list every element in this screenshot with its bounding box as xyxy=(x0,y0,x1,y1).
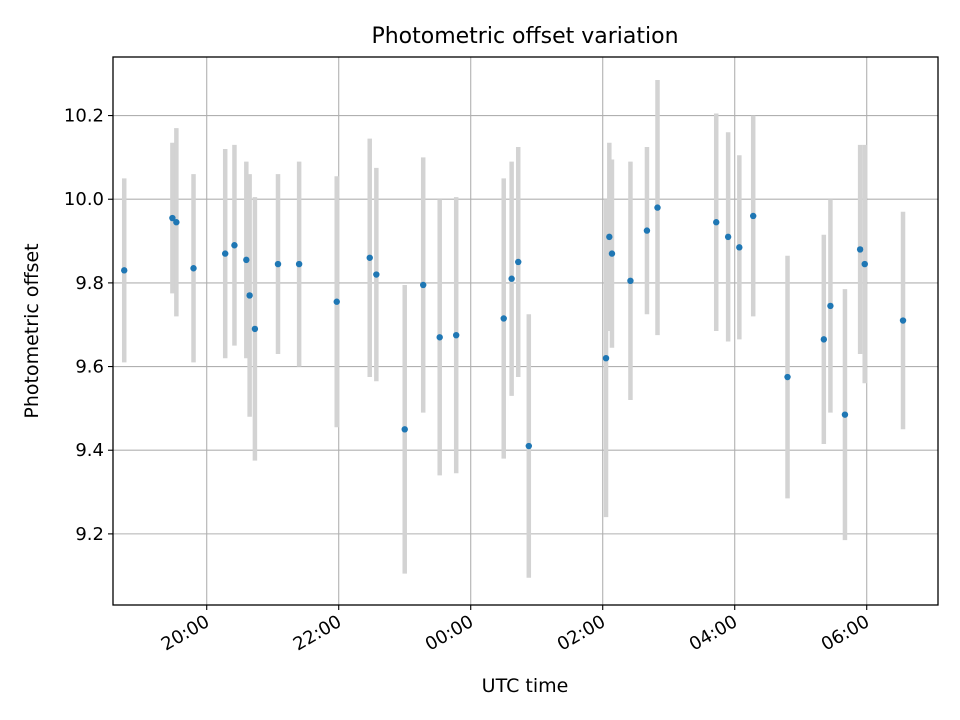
y-axis-ticks: 9.2 9.4 9.6 9.8 10.0 10.2 xyxy=(64,106,113,545)
data-point xyxy=(820,336,828,343)
data-point xyxy=(231,242,238,249)
data-point xyxy=(436,334,443,341)
data-point xyxy=(602,354,610,362)
data-point xyxy=(222,250,229,257)
data-point xyxy=(190,265,197,272)
data-point xyxy=(173,219,180,226)
data-point xyxy=(899,317,907,324)
chart-title: Photometric offset variation xyxy=(371,24,678,49)
data-point xyxy=(508,275,515,282)
data-point xyxy=(169,214,176,222)
data-point xyxy=(420,281,427,289)
y-tick-label: 10.0 xyxy=(64,189,104,210)
data-point xyxy=(500,315,507,322)
data-point xyxy=(525,442,532,450)
y-tick-label: 9.8 xyxy=(75,273,104,294)
data-point xyxy=(251,325,259,333)
y-axis-label: Photometric offset xyxy=(21,243,43,418)
data-point xyxy=(784,373,791,381)
data-point xyxy=(246,292,253,299)
data-point xyxy=(750,212,757,220)
data-points xyxy=(121,204,907,450)
x-axis-label: UTC time xyxy=(482,675,569,697)
data-point xyxy=(515,258,522,266)
data-point xyxy=(274,260,282,268)
y-tick-label: 9.2 xyxy=(75,524,104,545)
data-point xyxy=(643,227,651,234)
data-point xyxy=(243,256,250,264)
data-point xyxy=(333,298,340,305)
data-point xyxy=(724,233,732,241)
data-point xyxy=(121,267,128,274)
data-point xyxy=(606,233,613,241)
data-point xyxy=(841,411,849,418)
plot-area-frame xyxy=(112,56,939,606)
data-point xyxy=(366,254,373,261)
data-point xyxy=(401,426,408,433)
data-point xyxy=(627,277,634,285)
data-point xyxy=(654,204,661,211)
data-point xyxy=(295,260,303,268)
data-point xyxy=(608,250,616,257)
data-point xyxy=(861,260,868,268)
y-tick-label: 9.4 xyxy=(75,440,104,461)
data-point xyxy=(713,219,720,226)
y-tick-label: 10.2 xyxy=(64,106,104,127)
y-tick-label: 9.6 xyxy=(75,357,104,378)
data-point xyxy=(453,331,460,339)
data-point xyxy=(736,244,743,251)
data-point xyxy=(373,271,380,278)
data-point xyxy=(827,302,834,310)
data-point xyxy=(856,246,864,253)
